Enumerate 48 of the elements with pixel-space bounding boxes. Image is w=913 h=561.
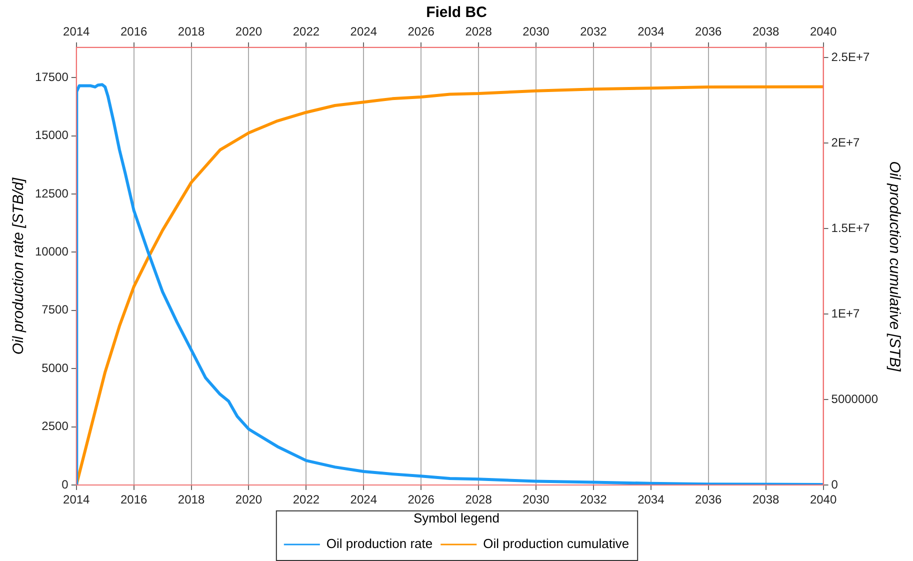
x-tick-label: 2040 bbox=[810, 492, 837, 507]
y-tick-label: 15000 bbox=[34, 128, 69, 142]
y-tick-label: 2500 bbox=[42, 419, 69, 434]
y2-tick-label: 2E+7 bbox=[831, 135, 860, 150]
x2-tick-label: 2028 bbox=[465, 24, 492, 39]
x2-tick-label: 2024 bbox=[350, 24, 378, 39]
x2-tick-label: 2016 bbox=[120, 24, 148, 39]
y-tick-label: 17500 bbox=[34, 70, 69, 84]
y-tick-label: 5000 bbox=[42, 360, 69, 375]
y2-tick-label: 1E+7 bbox=[831, 306, 860, 320]
x-tick-label: 2020 bbox=[235, 492, 262, 507]
x2-tick-label: 2034 bbox=[638, 24, 665, 39]
y2-tick-label: 1.5E+7 bbox=[831, 220, 870, 235]
legend-label: Oil production cumulative bbox=[483, 536, 630, 552]
x-tick-label: 2034 bbox=[638, 492, 665, 507]
y-axis-title: Oil production rate [STB/d] bbox=[10, 176, 28, 355]
x2-tick-label: 2040 bbox=[810, 24, 837, 39]
x2-tick-label: 2020 bbox=[235, 24, 262, 39]
x-tick-label: 2024 bbox=[350, 492, 378, 507]
chart-title: Field BC bbox=[426, 4, 488, 22]
x-tick-label: 2028 bbox=[465, 492, 492, 507]
y2-tick-label: 5000000 bbox=[831, 392, 878, 406]
x-tick-label: 2030 bbox=[522, 492, 550, 507]
x-tick-label: 2038 bbox=[752, 492, 780, 507]
x2-tick-label: 2018 bbox=[178, 24, 205, 39]
y-tick-label: 10000 bbox=[34, 244, 69, 259]
x2-tick-label: 2032 bbox=[580, 24, 608, 39]
x-tick-label: 2032 bbox=[580, 492, 608, 507]
x2-tick-label: 2026 bbox=[408, 24, 435, 39]
x-tick-label: 2036 bbox=[695, 492, 722, 507]
y2-tick-label: 2.5E+7 bbox=[831, 50, 870, 64]
x-tick-label: 2014 bbox=[63, 492, 90, 507]
x2-tick-label: 2030 bbox=[522, 24, 550, 39]
legend-label: Oil production rate bbox=[326, 536, 433, 552]
x2-tick-label: 2014 bbox=[63, 24, 90, 39]
y-tick-label: 7500 bbox=[42, 302, 69, 317]
y-tick-label: 0 bbox=[62, 477, 69, 492]
y2-tick-label: 0 bbox=[831, 477, 838, 492]
legend-title: Symbol legend bbox=[414, 510, 500, 526]
x2-tick-label: 2038 bbox=[752, 24, 780, 39]
y2-axis-title: Oil production cumulative [STB] bbox=[886, 161, 903, 372]
x-tick-label: 2022 bbox=[292, 492, 320, 507]
x-tick-label: 2016 bbox=[120, 492, 148, 507]
y-tick-label: 12500 bbox=[34, 186, 69, 200]
x-tick-label: 2018 bbox=[178, 492, 205, 507]
x-tick-label: 2026 bbox=[408, 492, 435, 507]
x2-tick-label: 2022 bbox=[292, 24, 320, 39]
x2-tick-label: 2036 bbox=[695, 24, 722, 39]
